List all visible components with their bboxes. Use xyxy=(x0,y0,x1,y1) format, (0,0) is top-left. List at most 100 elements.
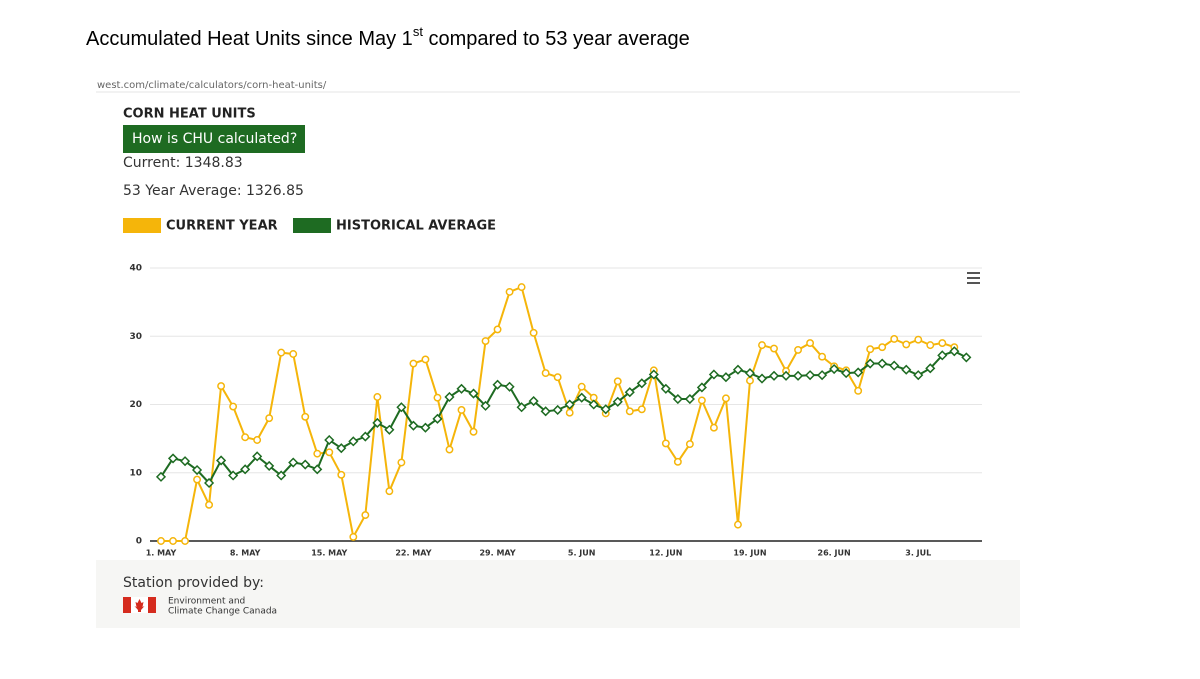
x-tick-label: 1. MAY xyxy=(146,549,177,558)
data-point xyxy=(697,396,706,405)
data-point xyxy=(264,460,275,471)
data-point xyxy=(205,500,214,509)
data-point xyxy=(505,287,514,296)
data-point xyxy=(265,414,274,423)
data-point xyxy=(529,328,538,337)
data-point xyxy=(420,422,431,433)
data-point xyxy=(720,372,732,383)
x-tick-label: 8. MAY xyxy=(230,549,261,558)
canada-flag xyxy=(123,597,156,613)
data-point xyxy=(734,520,742,529)
data-point xyxy=(938,339,947,348)
chu-button-label[interactable]: How is CHU calculated? xyxy=(132,131,297,147)
data-point xyxy=(324,434,335,446)
data-point xyxy=(792,370,804,381)
data-point xyxy=(841,368,852,379)
data-point xyxy=(866,345,875,354)
data-point xyxy=(540,406,551,417)
data-point xyxy=(181,537,189,545)
legend-swatch xyxy=(123,218,161,233)
data-point xyxy=(348,436,359,447)
data-point xyxy=(708,369,719,380)
data-point xyxy=(696,382,707,393)
data-point xyxy=(576,392,587,403)
data-point xyxy=(673,457,682,466)
data-point xyxy=(878,343,887,352)
data-point xyxy=(384,424,395,435)
title-superscript: st xyxy=(413,24,424,39)
x-tick-label: 22. MAY xyxy=(395,549,431,558)
data-point xyxy=(636,378,647,389)
data-point xyxy=(288,457,299,468)
data-point xyxy=(481,337,490,345)
data-point xyxy=(241,433,250,442)
data-point xyxy=(805,370,816,381)
data-point xyxy=(432,413,443,424)
data-point xyxy=(937,350,948,361)
data-point xyxy=(409,359,418,368)
flag-leaf xyxy=(134,599,145,612)
y-tick-label: 10 xyxy=(129,468,142,478)
data-point xyxy=(672,393,683,405)
data-point xyxy=(421,355,430,364)
data-point xyxy=(444,391,455,403)
x-tick-label: 26. JUN xyxy=(818,549,851,558)
data-point xyxy=(746,376,754,385)
data-point xyxy=(588,399,599,410)
data-point xyxy=(961,352,972,363)
data-point xyxy=(217,382,226,391)
data-point xyxy=(216,455,227,466)
data-point xyxy=(193,475,202,484)
data-point xyxy=(229,402,238,411)
data-point xyxy=(890,335,899,343)
data-point xyxy=(744,368,756,379)
data-point xyxy=(528,396,539,407)
data-point xyxy=(829,363,840,375)
data-point xyxy=(768,370,780,381)
current-value: Current: 1348.83 xyxy=(123,155,243,171)
chu-button[interactable] xyxy=(123,125,305,153)
data-point xyxy=(660,383,671,394)
data-point xyxy=(553,373,562,382)
data-point xyxy=(565,408,574,417)
data-point xyxy=(756,373,768,384)
data-point xyxy=(913,370,924,381)
y-tick-label: 20 xyxy=(129,400,142,410)
data-point xyxy=(770,344,778,353)
y-tick-label: 40 xyxy=(129,264,142,274)
data-point xyxy=(817,370,828,381)
data-point xyxy=(577,382,586,391)
data-point xyxy=(853,367,864,378)
chart-menu[interactable] xyxy=(967,272,980,284)
data-point xyxy=(806,339,815,348)
data-point xyxy=(854,386,863,395)
data-point xyxy=(336,443,347,454)
heading: CORN HEAT UNITS xyxy=(123,107,256,122)
data-point xyxy=(684,393,695,405)
data-point xyxy=(600,404,611,415)
data-point xyxy=(541,369,550,378)
data-point xyxy=(228,470,239,481)
data-point xyxy=(469,427,478,436)
y-tick-label: 0 xyxy=(136,537,142,547)
average-value: 53 Year Average: 1326.85 xyxy=(123,183,304,199)
data-point xyxy=(925,363,936,374)
data-point xyxy=(373,393,382,401)
data-point xyxy=(169,537,177,545)
data-point xyxy=(456,383,467,394)
data-point xyxy=(253,436,262,444)
data-point xyxy=(300,459,311,470)
data-point xyxy=(480,400,491,411)
data-point xyxy=(516,402,527,413)
data-point xyxy=(493,325,502,334)
data-point xyxy=(865,358,876,369)
data-point xyxy=(552,404,563,416)
data-point xyxy=(914,335,923,344)
data-point xyxy=(926,341,935,350)
data-point xyxy=(564,399,575,410)
data-point xyxy=(661,439,670,448)
station-label: Station provided by: xyxy=(123,575,264,591)
data-point xyxy=(758,341,766,350)
data-point xyxy=(337,470,346,479)
